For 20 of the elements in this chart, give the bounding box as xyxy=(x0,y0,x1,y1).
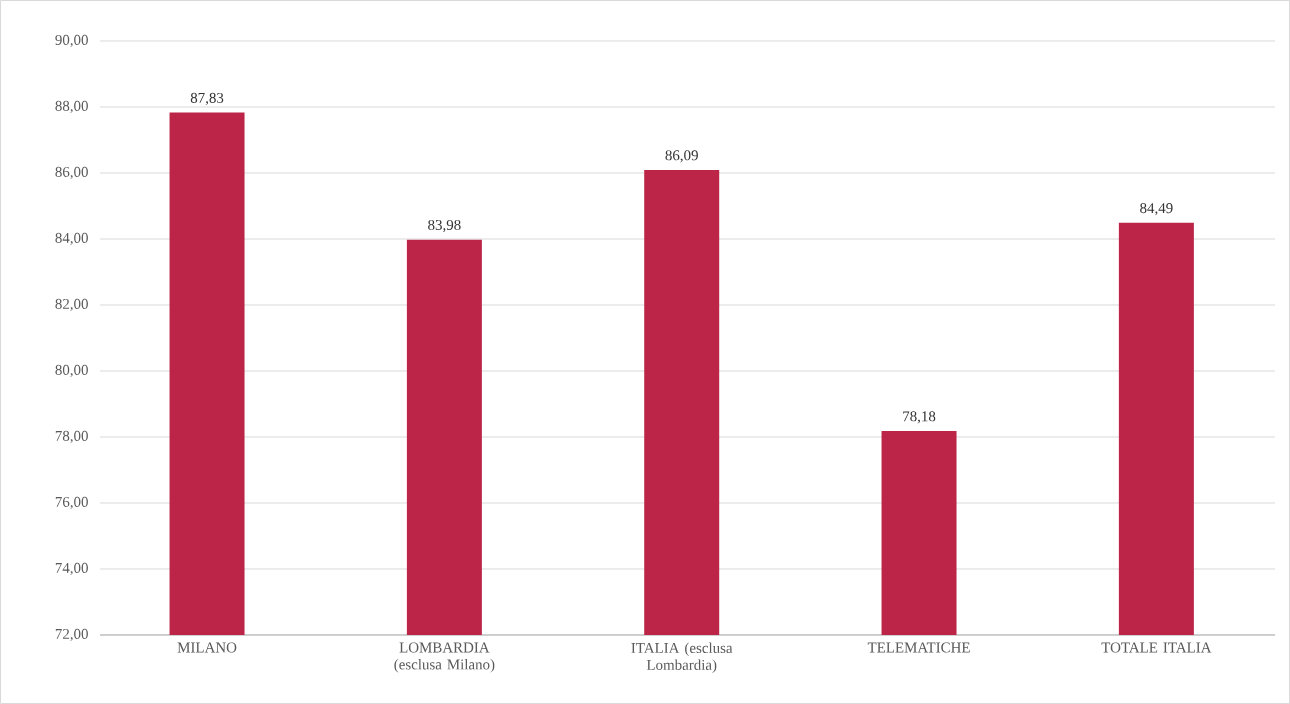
y-tick-label: 72,00 xyxy=(55,628,88,642)
x-tick-label: TOTALE ITALIA xyxy=(1101,642,1212,653)
y-tick-label: 76,00 xyxy=(55,496,88,510)
data-label: 78,18 xyxy=(903,411,936,424)
y-tick-label: 82,00 xyxy=(55,298,88,312)
y-tick-label: 88,00 xyxy=(55,100,88,114)
y-tick-label: 84,00 xyxy=(55,232,88,246)
x-tick-label: ITALIA (esclusa Lombardia) xyxy=(631,642,733,673)
data-label: 87,83 xyxy=(190,92,224,106)
data-label: 86,09 xyxy=(665,150,698,163)
x-tick-label: LOMBARDIA (esclusa Milano) xyxy=(394,642,495,673)
y-tick-label: 90,00 xyxy=(55,34,88,48)
x-tick-label: TELEMATICHE xyxy=(867,642,970,653)
y-tick-label: 86,00 xyxy=(55,166,88,180)
y-tick-label: 80,00 xyxy=(55,364,88,378)
data-label: 84,49 xyxy=(1140,203,1173,216)
data-label: 83,98 xyxy=(428,219,461,233)
y-tick-label: 78,00 xyxy=(55,430,88,444)
x-tick-label: MILANO xyxy=(177,642,237,653)
y-tick-label: 74,00 xyxy=(55,562,88,576)
